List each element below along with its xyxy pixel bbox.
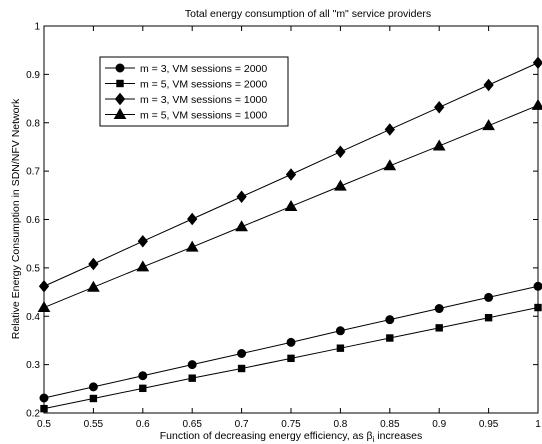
data-point-square xyxy=(484,314,493,322)
data-point-triangle xyxy=(531,98,542,110)
y-tick-label: 0.2 xyxy=(26,409,40,420)
legend-marker-triangle xyxy=(113,108,127,119)
series-triangle xyxy=(37,98,542,313)
y-tick-label: 0.5 xyxy=(26,263,40,274)
data-point-triangle xyxy=(136,260,150,272)
data-point-triangle xyxy=(37,301,51,313)
data-point-square xyxy=(287,354,295,363)
y-tick-label: 1 xyxy=(34,22,40,33)
data-point-square xyxy=(89,394,98,403)
y-tick-label: 0.8 xyxy=(26,118,40,129)
data-point-diamond xyxy=(88,257,99,271)
y-tick-label: 0.6 xyxy=(26,215,40,226)
data-point-circle xyxy=(434,304,444,314)
legend-item: m = 5, VM sessions = 2000 xyxy=(105,79,267,91)
legend-marker-diamond xyxy=(114,92,126,106)
x-tick-label: 0.85 xyxy=(380,419,400,430)
data-point-diamond xyxy=(187,212,198,226)
x-axis-label-subscript: i xyxy=(373,435,375,444)
chart-title: Total energy consumption of all "m" serv… xyxy=(185,8,431,20)
data-point-triangle xyxy=(185,240,199,252)
x-tick-label: 0.65 xyxy=(182,419,202,430)
x-axis: 0.5 0.55 0.6 0.65 0.7 0.75 0.8 0.85 0.9 0.95 1 xyxy=(37,26,541,430)
data-point-circle xyxy=(335,326,345,336)
x-axis-label-main: Function of decreasing energy efficiency… xyxy=(160,430,373,442)
data-point-triangle xyxy=(432,139,446,151)
y-tick-label: 0.3 xyxy=(26,360,40,371)
legend-marker-square xyxy=(116,79,124,88)
y-axis-label: Relative Energy Consumption in SDN/NFV N… xyxy=(10,98,22,339)
series-layer xyxy=(37,56,542,413)
data-point-circle xyxy=(533,281,542,291)
data-point-diamond xyxy=(384,123,395,136)
data-point-diamond xyxy=(285,168,297,181)
data-point-square xyxy=(386,334,394,342)
x-tick-label: 0.7 xyxy=(235,419,249,430)
data-point-triangle xyxy=(482,119,495,131)
data-point-diamond xyxy=(38,279,50,293)
x-tick-label: 0.5 xyxy=(37,419,51,430)
series-circle xyxy=(39,281,542,403)
y-tick-label: 0.7 xyxy=(26,167,40,178)
data-point-diamond xyxy=(236,190,247,204)
data-point-square xyxy=(139,384,147,393)
data-point-diamond xyxy=(532,56,542,70)
legend-label: m = 5, VM sessions = 2000 xyxy=(140,79,267,91)
data-point-diamond xyxy=(335,145,346,159)
data-point-circle xyxy=(187,360,197,370)
x-tick-label: 0.9 xyxy=(432,419,446,430)
data-point-triangle xyxy=(334,179,347,191)
data-point-circle xyxy=(88,382,98,392)
data-point-circle xyxy=(286,337,296,347)
legend-item: m = 3, VM sessions = 1000 xyxy=(105,92,267,106)
legend-label: m = 3, VM sessions = 1000 xyxy=(140,94,267,106)
data-point-circle xyxy=(39,393,49,403)
legend-marker-circle xyxy=(115,63,125,73)
data-point-square xyxy=(188,374,196,382)
data-point-circle xyxy=(385,315,395,325)
data-point-circle xyxy=(237,348,247,358)
data-point-square xyxy=(534,303,542,312)
x-axis-label-suffix: increases xyxy=(374,430,422,442)
y-tick-label: 0.4 xyxy=(26,312,40,323)
x-axis-label: Function of decreasing energy efficiency… xyxy=(160,430,423,444)
legend-label: m = 5, VM sessions = 1000 xyxy=(140,110,267,122)
data-point-triangle xyxy=(235,220,248,232)
y-axis: 0.2 0.3 0.4 0.5 0.6 0.7 0.8 0.9 1 xyxy=(26,22,538,420)
data-point-triangle xyxy=(87,280,100,292)
x-tick-label: 0.8 xyxy=(333,419,347,430)
legend: m = 3, VM sessions = 2000 m = 5, VM sessi… xyxy=(99,56,289,127)
data-point-square xyxy=(435,324,443,332)
x-tick-label: 0.95 xyxy=(479,419,499,430)
legend-item: m = 3, VM sessions = 2000 xyxy=(105,63,267,75)
x-tick-label: 0.6 xyxy=(136,419,150,430)
data-point-circle xyxy=(138,371,148,381)
data-point-square xyxy=(336,344,345,352)
data-point-square xyxy=(40,404,48,413)
data-point-diamond xyxy=(434,100,445,114)
x-tick-label: 0.75 xyxy=(281,419,301,430)
data-point-triangle xyxy=(383,159,397,171)
series-square xyxy=(40,303,542,413)
y-tick-label: 0.9 xyxy=(26,70,40,81)
x-tick-label: 0.55 xyxy=(84,419,104,430)
series-diamond xyxy=(38,56,542,293)
legend-label: m = 3, VM sessions = 2000 xyxy=(140,63,267,75)
data-point-diamond xyxy=(137,234,148,248)
x-tick-label: 1 xyxy=(535,419,541,430)
data-point-circle xyxy=(484,292,494,302)
data-point-triangle xyxy=(284,199,298,211)
data-point-square xyxy=(237,364,246,373)
data-point-diamond xyxy=(483,78,494,92)
legend-item: m = 5, VM sessions = 1000 xyxy=(105,108,267,122)
